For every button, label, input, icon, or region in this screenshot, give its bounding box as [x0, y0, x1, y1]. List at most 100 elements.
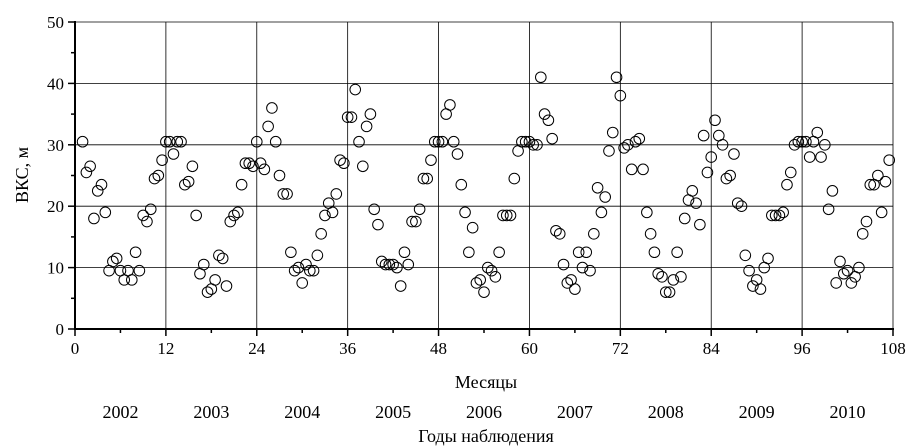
- data-point: [622, 139, 634, 151]
- x-tick-label: 36: [339, 339, 356, 358]
- data-point: [300, 258, 312, 271]
- data-point: [614, 89, 627, 102]
- data-point: [76, 135, 89, 148]
- data-point: [398, 246, 411, 259]
- data-point: [561, 277, 574, 289]
- data-point: [292, 261, 305, 274]
- data-point: [497, 209, 509, 222]
- data-point: [652, 267, 665, 280]
- data-point: [883, 154, 896, 166]
- data-point: [368, 203, 380, 216]
- data-point: [285, 246, 297, 259]
- data-point: [731, 197, 744, 209]
- x-tick-label: 84: [703, 339, 721, 358]
- data-point: [341, 111, 354, 123]
- data-point: [383, 258, 396, 271]
- data-point: [743, 264, 755, 277]
- data-point: [803, 151, 816, 163]
- data-point: [107, 255, 119, 268]
- data-point: [186, 160, 199, 173]
- data-point: [235, 178, 248, 191]
- x-tick-label: 0: [71, 339, 80, 358]
- data-point: [266, 102, 278, 114]
- data-point: [372, 218, 384, 231]
- data-point: [391, 261, 403, 274]
- data-point: [406, 215, 418, 228]
- data-point: [349, 83, 362, 96]
- y-tick-label: 50: [47, 13, 64, 32]
- year-label: 2005: [375, 402, 411, 422]
- data-point: [209, 274, 221, 286]
- data-point: [701, 166, 714, 179]
- data-point: [629, 135, 642, 148]
- data-point: [633, 132, 646, 145]
- data-point: [360, 120, 373, 133]
- data-point: [576, 261, 589, 274]
- data-point: [546, 132, 558, 145]
- data-point: [451, 148, 464, 160]
- data-point: [603, 145, 615, 157]
- data-point: [95, 178, 108, 191]
- data-point: [152, 169, 165, 182]
- data-point: [542, 114, 555, 127]
- data-point: [788, 139, 801, 151]
- data-point: [417, 172, 430, 185]
- data-point: [254, 157, 267, 170]
- data-point: [773, 209, 786, 222]
- data-point: [535, 71, 547, 84]
- data-point: [84, 160, 96, 173]
- data-point: [584, 264, 596, 277]
- data-point: [133, 264, 146, 277]
- data-point: [307, 264, 320, 277]
- data-point: [470, 277, 483, 289]
- data-point: [735, 200, 748, 212]
- data-point: [853, 261, 865, 274]
- data-point: [428, 135, 441, 148]
- y-tick-label: 0: [56, 320, 65, 339]
- data-point: [606, 126, 619, 139]
- data-point: [815, 151, 827, 163]
- data-point: [148, 172, 161, 185]
- data-point: [201, 286, 214, 298]
- data-point: [754, 283, 767, 295]
- data-point: [375, 255, 388, 268]
- data-point: [769, 209, 782, 222]
- data-point: [425, 154, 437, 166]
- data-point: [319, 209, 331, 222]
- data-point: [99, 206, 112, 219]
- data-point: [481, 261, 494, 274]
- data-point: [364, 108, 377, 120]
- x-tick-label: 60: [521, 339, 538, 358]
- data-point: [663, 286, 676, 298]
- data-point: [137, 209, 149, 222]
- data-point: [762, 252, 774, 265]
- data-point: [88, 212, 100, 225]
- data-point: [182, 175, 195, 188]
- year-label: 2002: [102, 402, 138, 422]
- data-point: [167, 148, 180, 160]
- data-point: [656, 271, 668, 283]
- data-point: [648, 246, 661, 259]
- data-point: [288, 264, 301, 277]
- data-point: [466, 221, 479, 234]
- data-point: [675, 271, 687, 283]
- data-point: [720, 172, 733, 185]
- data-point: [694, 218, 706, 231]
- data-point: [527, 139, 540, 151]
- data-point: [588, 228, 600, 240]
- tick-labels: 0 10 20 30 40 50 0 12 24 36 48 60 72 84 96 108: [47, 13, 906, 358]
- data-point: [580, 246, 593, 259]
- data-point: [747, 280, 759, 292]
- data-point: [875, 206, 888, 219]
- data-point: [523, 135, 536, 148]
- data-point: [766, 209, 778, 222]
- data-point: [179, 178, 191, 191]
- data-point: [800, 135, 812, 148]
- data-point: [357, 160, 369, 173]
- year-label: 2007: [557, 402, 593, 422]
- data-point: [262, 120, 274, 133]
- data-point: [489, 271, 502, 283]
- data-point: [80, 166, 93, 179]
- data-point: [637, 163, 649, 176]
- year-labels: 2002 2003 2004 2005 2006 2007 2008 2009 2010: [102, 402, 865, 422]
